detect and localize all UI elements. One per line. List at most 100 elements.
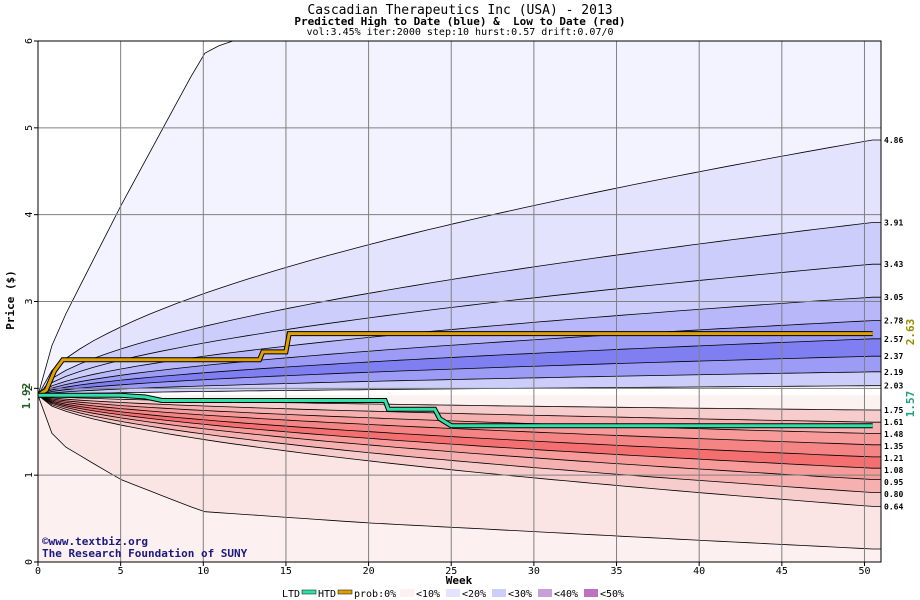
right-band-label: 1.75 <box>884 406 903 415</box>
band-boundary-upper-2 <box>38 222 881 396</box>
x-tick-label: 15 <box>280 566 292 577</box>
legend-label-prob-50: <50% <box>600 589 624 600</box>
band-boundary-lower-9 <box>38 394 881 507</box>
series-lines <box>38 331 873 429</box>
band-upper-8 <box>38 356 881 396</box>
legend-swatch-htd <box>337 589 353 595</box>
band-upper-1 <box>38 41 881 396</box>
legend-swatch-prob-0 <box>400 589 414 597</box>
chart-parameters: vol:3.45% iter:2000 step:10 hurst:0.57 d… <box>306 27 614 38</box>
y-tick-label: 6 <box>24 38 35 44</box>
band-boundary-lower-7 <box>38 394 881 480</box>
band-boundary-upper-1 <box>38 139 881 396</box>
x-tick-label: 10 <box>197 566 209 577</box>
band-lower-6 <box>38 395 881 480</box>
band-upper-7 <box>38 338 881 396</box>
legend-swatch-prob-10 <box>446 589 460 597</box>
ltd-final-price-label: 1.57 <box>904 391 917 418</box>
band-upper-6 <box>38 320 881 396</box>
y-tick-label: 0 <box>24 559 35 565</box>
start-price-label: 1.92 <box>20 383 33 410</box>
envelope-lower-line <box>38 395 881 550</box>
x-tick-label: 45 <box>776 566 788 577</box>
y-tick-label: 2 <box>24 385 35 391</box>
y-tick-label: 1 <box>24 472 35 478</box>
right-band-label: 2.19 <box>884 368 903 377</box>
band-lower-4 <box>38 395 881 457</box>
band-boundary-lower-8 <box>38 394 881 493</box>
legend-label-prob-20: <20% <box>462 589 486 600</box>
band-boundary-upper-6 <box>38 338 881 396</box>
x-tick-label: 20 <box>363 566 375 577</box>
y-axis-ticks: 0 1 2 3 4 5 6 <box>24 38 38 565</box>
legend-swatch-prob-40 <box>584 589 598 597</box>
legend-swatch-ltd <box>301 589 317 595</box>
right-band-label: 1.61 <box>884 418 903 427</box>
credit-organization: The Research Foundation of SUNY <box>42 547 248 560</box>
legend-label-prob-40: <40% <box>554 589 578 600</box>
x-axis-label: Week <box>446 574 473 587</box>
x-tick-label: 0 <box>35 566 41 577</box>
x-tick-label: 50 <box>858 566 870 577</box>
right-band-label: 2.37 <box>884 352 903 361</box>
band-upper-5 <box>38 297 881 396</box>
x-tick-label: 5 <box>118 566 124 577</box>
credit-website: ©www.textbiz.org <box>42 535 148 548</box>
band-lower-3 <box>38 395 881 445</box>
envelope-upper-line <box>38 41 881 396</box>
band-boundary-lower-5 <box>38 394 881 458</box>
right-band-label: 0.80 <box>884 490 903 499</box>
right-band-labels: 4.86 3.91 3.43 3.05 2.78 2.57 2.37 2.19 2.03 1.75… <box>884 136 903 511</box>
x-tick-label: 40 <box>693 566 705 577</box>
band-upper-3 <box>38 222 881 396</box>
legend-label-prob-0: prob:0% <box>354 589 396 600</box>
y-tick-label: 3 <box>24 298 35 304</box>
y-tick-label: 4 <box>24 212 35 218</box>
band-boundary-upper-8 <box>38 371 881 396</box>
right-band-label: 3.91 <box>884 218 903 227</box>
legend-label-ltd: LTD <box>282 589 300 600</box>
legend-label-htd: HTD <box>318 589 336 600</box>
right-band-label: 3.05 <box>884 293 903 302</box>
legend-label-prob-10: <10% <box>416 589 440 600</box>
right-band-label: 1.21 <box>884 454 903 463</box>
htd-final-price-label: 2.63 <box>904 319 917 346</box>
band-upper-9 <box>38 371 881 396</box>
x-tick-label: 35 <box>611 566 623 577</box>
band-boundary-upper-7 <box>38 355 881 396</box>
right-band-label: 1.48 <box>884 430 903 439</box>
series-htd-line <box>38 332 873 397</box>
right-band-label: 0.95 <box>884 478 903 487</box>
chart-legend: LTD HTD prob:0% <10% <20% <30% <40% <50% <box>282 589 624 600</box>
chart-subtitle: Predicted High to Date (blue) & Low to D… <box>294 15 626 28</box>
band-lower-7 <box>38 395 881 493</box>
legend-label-prob-30: <30% <box>508 589 532 600</box>
band-upper-2 <box>38 140 881 396</box>
band-boundary-lower-3 <box>38 394 881 434</box>
band-boundary-lower-2 <box>38 394 881 423</box>
band-upper-4 <box>38 264 881 396</box>
right-band-label: 0.64 <box>884 502 903 511</box>
right-band-label: 1.35 <box>884 442 903 451</box>
x-axis-ticks: 0 5 10 15 20 25 30 35 40 45 50 <box>35 562 870 577</box>
x-tick-label: 30 <box>528 566 540 577</box>
y-tick-label: 5 <box>24 125 35 131</box>
legend-swatch-prob-30 <box>538 589 552 597</box>
band-boundary-upper-5 <box>38 320 881 396</box>
right-band-label: 4.86 <box>884 136 903 145</box>
right-band-label: 2.57 <box>884 335 903 344</box>
y-axis-label: Price ($) <box>4 270 17 330</box>
chart-title: Cascadian Therapeutics Inc (USA) - 2013 <box>307 3 613 18</box>
legend-swatch-prob-20 <box>492 589 506 597</box>
right-band-label: 2.03 <box>884 382 903 391</box>
band-boundary-lower-4 <box>38 394 881 446</box>
right-band-label: 2.78 <box>884 317 903 326</box>
right-band-label: 1.08 <box>884 466 903 475</box>
band-boundary-upper-3 <box>38 263 881 396</box>
band-lower-5 <box>38 395 881 469</box>
probability-bands <box>38 41 881 562</box>
band-lower-outer <box>38 395 881 549</box>
x-tick-label: 25 <box>445 566 457 577</box>
series-ltd-line <box>38 393 873 428</box>
